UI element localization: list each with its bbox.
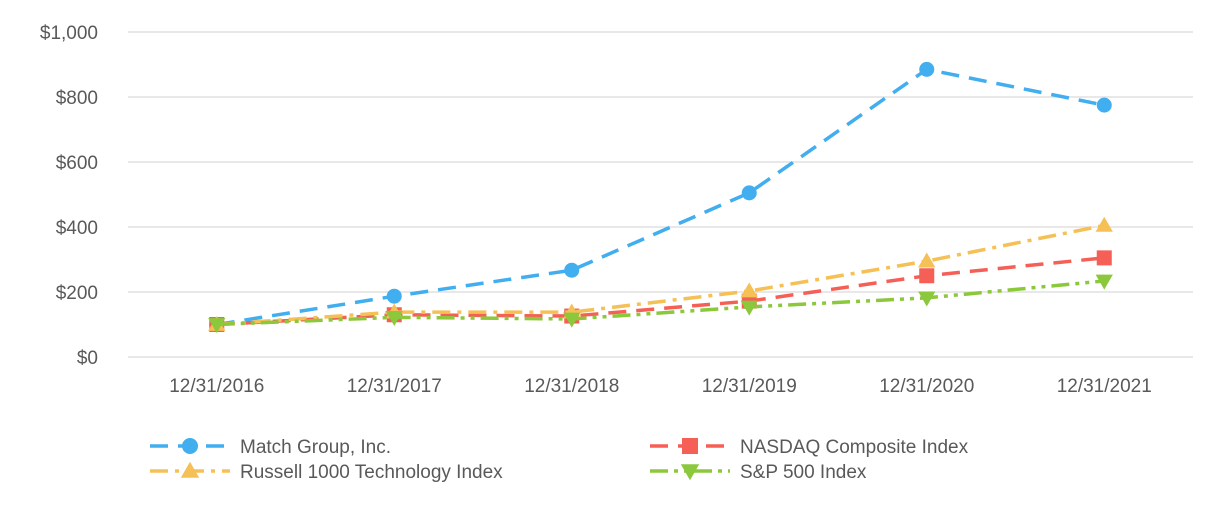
series-line <box>216 67 1105 327</box>
legend-item-russell-1000-technology-index: Russell 1000 Technology Index <box>150 461 503 483</box>
data-point <box>1095 216 1113 232</box>
data-point <box>741 185 757 201</box>
data-point <box>385 310 403 326</box>
x-tick-label: 12/31/2020 <box>879 376 974 397</box>
series-line <box>216 256 1105 327</box>
data-point <box>1095 274 1113 290</box>
legend-marker <box>180 461 200 478</box>
legend-label: S&P 500 Index <box>740 462 867 483</box>
data-point <box>563 312 581 328</box>
y-tick-label: $200 <box>56 283 98 304</box>
y-axis: $0 $200 $400 $600 $800 $1,000 <box>40 23 98 369</box>
data-point <box>919 268 935 284</box>
data-point <box>1096 250 1112 266</box>
legend-item-s-p-500-index: S&P 500 Index <box>650 462 867 483</box>
series-nasdaq-composite-index <box>209 250 1112 332</box>
series-line <box>216 223 1105 327</box>
grid-lines <box>128 31 1193 358</box>
y-tick-label: $800 <box>56 88 98 109</box>
y-tick-label: $0 <box>77 348 98 369</box>
data-point <box>564 262 580 278</box>
legend-marker <box>682 438 698 454</box>
legend-item-nasdaq-composite-index: NASDAQ Composite Index <box>650 437 969 458</box>
series-s-p-500-index <box>208 274 1113 334</box>
x-tick-label: 12/31/2017 <box>347 376 442 397</box>
x-axis: 12/31/2016 12/31/2017 12/31/2018 12/31/2019… <box>169 376 1152 397</box>
legend: Match Group, Inc. NASDAQ Composite Index R… <box>150 437 969 483</box>
legend-label: Russell 1000 Technology Index <box>240 462 503 483</box>
y-tick-label: $400 <box>56 218 98 239</box>
data-point <box>740 282 758 298</box>
data-point <box>740 300 758 316</box>
legend-label: NASDAQ Composite Index <box>740 437 969 458</box>
legend-item-match-group-inc: Match Group, Inc. <box>150 437 391 458</box>
x-tick-label: 12/31/2016 <box>169 376 264 397</box>
y-tick-label: $600 <box>56 153 98 174</box>
legend-label: Match Group, Inc. <box>240 437 391 458</box>
data-point <box>208 318 226 334</box>
data-point <box>919 61 935 77</box>
series-match-group-inc <box>209 61 1112 332</box>
data-point <box>386 288 402 304</box>
x-tick-label: 12/31/2019 <box>702 376 797 397</box>
x-tick-label: 12/31/2021 <box>1057 376 1152 397</box>
y-tick-label: $1,000 <box>40 23 98 44</box>
data-point <box>1096 97 1112 113</box>
data-point <box>918 291 936 307</box>
series-group <box>208 61 1113 334</box>
data-point <box>918 252 936 268</box>
series-line <box>216 279 1105 327</box>
legend-marker <box>182 438 198 454</box>
legend-marker <box>680 464 700 481</box>
x-tick-label: 12/31/2018 <box>524 376 619 397</box>
